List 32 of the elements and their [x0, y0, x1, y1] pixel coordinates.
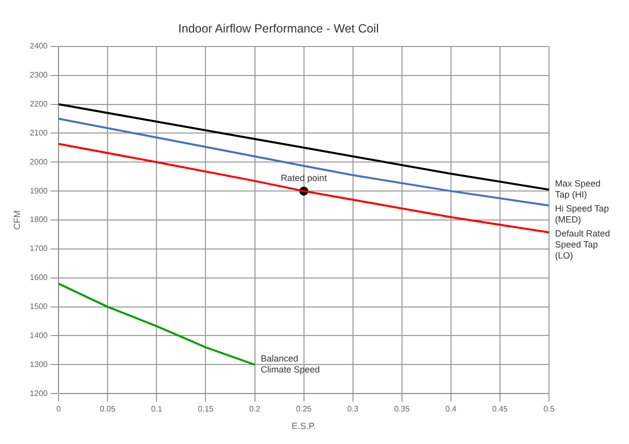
x-tick-label: 0.2 [249, 404, 261, 414]
x-tick-label: 0.15 [198, 404, 214, 414]
y-tick-label: 2200 [30, 99, 48, 108]
y-tick-label: 1900 [30, 186, 48, 196]
chart-title: Indoor Airflow Performance - Wet Coil [178, 22, 379, 36]
y-tick-label: 1700 [30, 244, 48, 254]
x-tick-label: 0 [56, 404, 62, 414]
series-label: Hi Speed Tap (MED) [555, 204, 609, 225]
series-label: Default Rated Speed Tap (LO) [555, 228, 610, 261]
x-tick-label: 0.05 [100, 404, 116, 414]
annotation: Rated point [280, 173, 328, 184]
x-tick-label: 0.1 [151, 404, 163, 414]
y-tick-label: 1400 [30, 330, 48, 340]
y-tick-label: 2000 [30, 157, 48, 166]
x-tick-label: 0.45 [492, 404, 508, 414]
y-tick-label: 1500 [30, 302, 48, 312]
y-tick-label: 2400 [30, 42, 48, 51]
x-tick-label: 0.25 [296, 404, 312, 414]
y-tick-label: 1200 [30, 388, 48, 398]
y-tick-label: 1600 [30, 273, 48, 282]
series-label: Balanced Climate Speed [260, 354, 320, 375]
y-tick-label: 2100 [30, 128, 48, 138]
x-axis-title: E.S.P. [292, 421, 316, 432]
x-tick-label: 0.4 [445, 404, 458, 414]
y-tick-label: 1300 [30, 360, 48, 369]
y-axis-title: CFM [12, 210, 22, 230]
y-tick-label: 2300 [30, 70, 48, 80]
x-tick-label: 0.35 [394, 404, 410, 414]
y-tick-label: 1800 [30, 215, 48, 224]
x-tick-label: 0.3 [347, 404, 359, 414]
series-label: Max Speed Tap (HI) [555, 178, 601, 200]
x-tick-label: 0.5 [543, 404, 556, 414]
